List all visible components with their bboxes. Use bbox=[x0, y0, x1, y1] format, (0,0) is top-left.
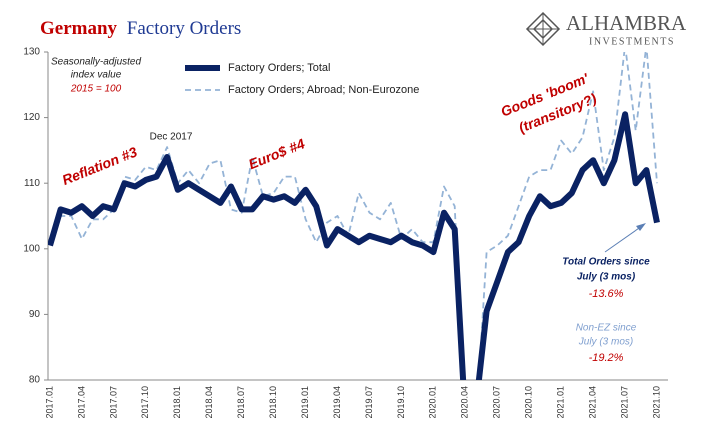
x-tick-label: 2018.01 bbox=[172, 386, 182, 419]
x-tick-label: 2021.07 bbox=[619, 386, 629, 419]
x-tick-label: 2021.10 bbox=[651, 386, 661, 419]
x-tick-label: 2019.07 bbox=[364, 386, 374, 419]
x-tick-label: 2021.04 bbox=[587, 386, 597, 419]
logo-name: ALHAMBRA bbox=[566, 11, 687, 35]
x-tick-label: 2020.01 bbox=[428, 386, 438, 419]
x-tick-label: 2020.07 bbox=[492, 386, 502, 419]
annotation: -13.6% bbox=[589, 288, 624, 300]
note-line: index value bbox=[71, 70, 122, 81]
x-tick-label: 2020.04 bbox=[460, 386, 470, 419]
y-tick-label: 110 bbox=[24, 178, 40, 189]
note: Seasonally-adjusted index value 2015 = 1… bbox=[51, 57, 141, 95]
annotation: Dec 2017 bbox=[150, 132, 193, 143]
series-line bbox=[49, 52, 658, 380]
annotation: Total Orders since bbox=[562, 257, 650, 268]
logo-sub: INVESTMENTS bbox=[589, 36, 675, 47]
x-tick-label: 2017.04 bbox=[76, 386, 86, 419]
x-tick-label: 2017.01 bbox=[44, 386, 54, 419]
annotation: July (3 mos) bbox=[577, 272, 636, 283]
note-line: Seasonally-adjusted bbox=[51, 57, 141, 68]
title-highlight: Germany bbox=[40, 18, 118, 39]
logo: ALHAMBRA INVESTMENTS bbox=[525, 11, 687, 47]
y-tick-label: 80 bbox=[29, 375, 41, 386]
axes: 80 90 100 110 120 130 2017.01 2017.04 2017.07 201… bbox=[23, 47, 668, 419]
y-tick-label: 100 bbox=[23, 243, 40, 254]
legend-label: Factory Orders; Total bbox=[228, 62, 331, 74]
x-tick-label: 2018.07 bbox=[236, 386, 246, 419]
y-tick-label: 90 bbox=[29, 309, 41, 320]
x-tick-label: 2018.04 bbox=[204, 386, 214, 419]
annotation: -19.2% bbox=[589, 352, 624, 364]
title: Factory Orders bbox=[127, 18, 242, 39]
x-tick-label: 2018.10 bbox=[268, 386, 278, 419]
legend-label: Factory Orders; Abroad; Non-Eurozone bbox=[228, 84, 419, 96]
x-tick-label: 2020.10 bbox=[524, 386, 534, 419]
x-tick-label: 2017.07 bbox=[108, 386, 118, 419]
annotation: Euro$ #4 bbox=[246, 135, 307, 172]
x-tick-label: 2017.10 bbox=[140, 386, 150, 419]
x-tick-label: 2021.01 bbox=[556, 386, 566, 419]
annotation: July (3 mos) bbox=[578, 337, 633, 348]
series-line bbox=[48, 111, 660, 380]
x-tick-label: 2019.10 bbox=[396, 386, 406, 419]
y-tick-label: 120 bbox=[23, 112, 40, 123]
x-tick-label: 2019.04 bbox=[332, 386, 342, 419]
y-tick-label: 130 bbox=[23, 47, 40, 58]
annotation: Non-EZ since bbox=[576, 323, 637, 334]
legend: Factory Orders; Total Factory Orders; Abr… bbox=[185, 62, 419, 96]
arrow bbox=[604, 223, 646, 253]
chart-title: Germany Factory Orders bbox=[40, 18, 241, 39]
x-tick-label: 2019.01 bbox=[300, 386, 310, 419]
plot-area bbox=[48, 52, 660, 380]
note-base: 2015 = 100 bbox=[70, 84, 122, 95]
annotations: Reflation #3 Dec 2017 Euro$ #4 Goods 'bo… bbox=[60, 70, 650, 364]
